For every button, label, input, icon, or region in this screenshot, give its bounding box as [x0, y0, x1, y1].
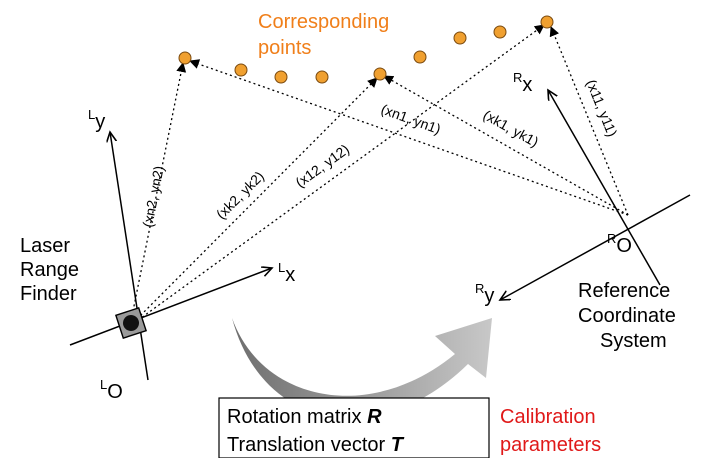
point — [493, 25, 507, 39]
reference-label-line1: Reference — [578, 280, 670, 302]
laser-x-label: Lx — [278, 260, 295, 286]
reference-x-label: Rx — [513, 70, 532, 96]
rotation-matrix-label: Rotation matrix R — [227, 406, 382, 428]
coord-label-k1: (xk1, yk1) — [481, 107, 542, 150]
laser-label-line3: Finder — [20, 283, 77, 305]
point — [234, 63, 248, 77]
laser-x-axis — [69, 268, 272, 346]
corresponding-points — [178, 15, 554, 84]
translation-vector-label: Translation vector T — [227, 434, 405, 456]
point — [373, 67, 387, 81]
transformation-arrow-icon — [232, 318, 492, 419]
coord-label-n2: (xn2, yn2) — [139, 164, 167, 228]
point — [413, 50, 427, 64]
laser-device-icon — [114, 306, 148, 340]
corresponding-points-label-2: points — [258, 37, 311, 59]
calibration-label-line1: Calibration — [500, 406, 596, 428]
corresponding-points-label: Corresponding — [258, 11, 389, 33]
point — [178, 51, 192, 65]
point — [315, 70, 329, 84]
reference-label-line2: Coordinate — [578, 305, 676, 327]
coord-label-k2: (xk2, yk2) — [213, 168, 267, 222]
laser-label-line2: Range — [20, 259, 79, 281]
laser-label-line1: Laser — [20, 235, 70, 257]
coord-label-11: (x11, y11) — [583, 77, 620, 139]
reference-origin-label: RO — [607, 231, 632, 257]
laser-origin-label: LO — [100, 377, 123, 403]
calibration-label-line2: parameters — [500, 434, 601, 456]
coord-label-n1: (xn1, yn1) — [379, 101, 443, 137]
reference-rays — [189, 26, 629, 216]
point — [274, 70, 288, 84]
reference-label-line3: System — [600, 330, 667, 352]
coord-label-12: (x12, y12) — [292, 141, 352, 191]
reference-x-axis — [548, 90, 661, 286]
calibration-box — [218, 397, 490, 459]
point — [540, 15, 554, 29]
reference-y-axis — [500, 194, 691, 300]
reference-y-label: Ry — [475, 281, 494, 307]
laser-y-label: Ly — [88, 107, 105, 133]
laser-rays — [129, 24, 545, 327]
point — [453, 31, 467, 45]
laser-y-axis — [110, 132, 149, 381]
